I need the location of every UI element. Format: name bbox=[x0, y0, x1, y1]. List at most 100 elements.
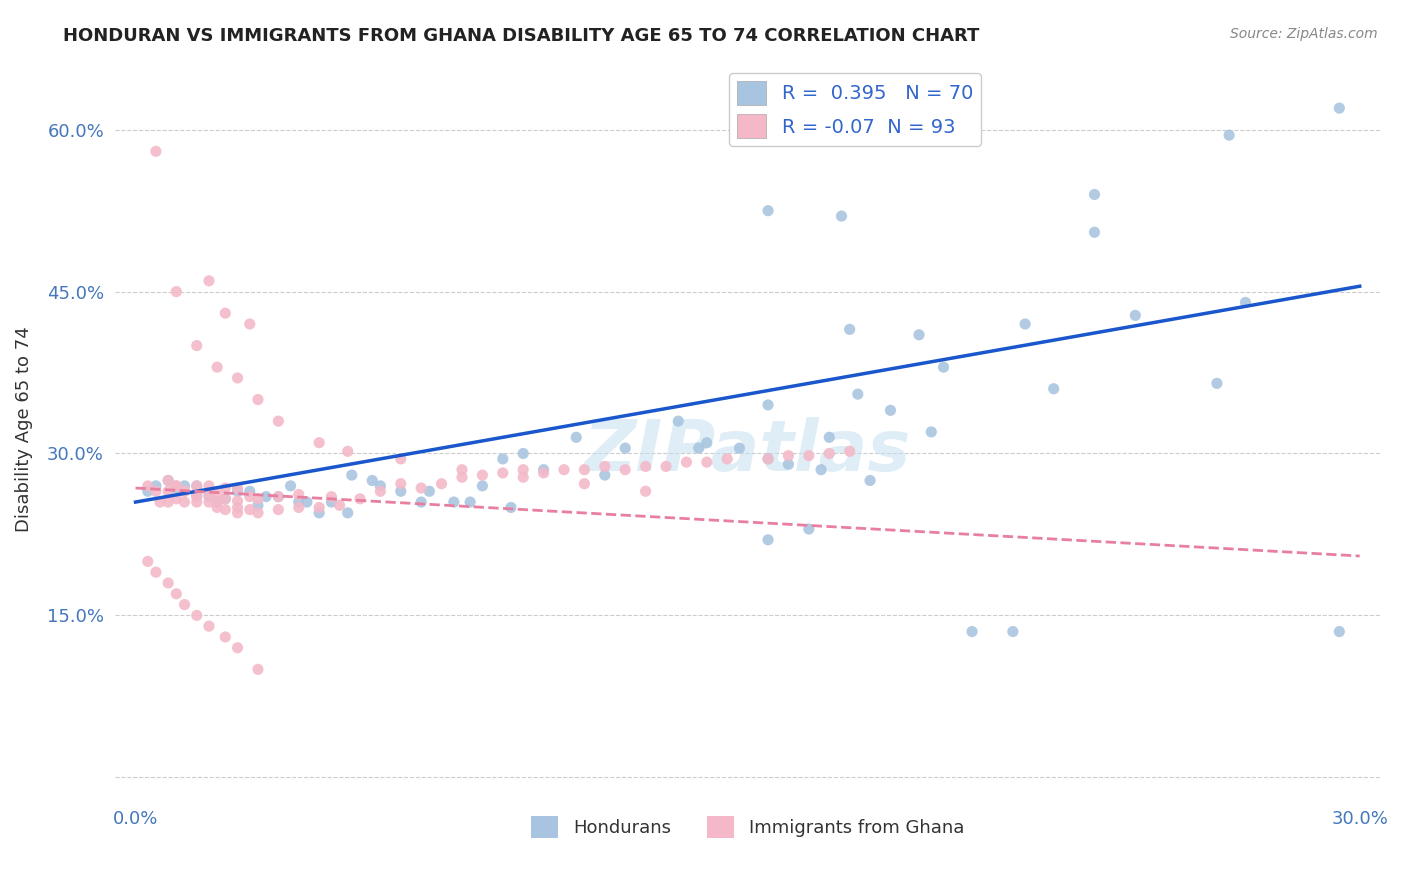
Point bbox=[329, 498, 352, 512]
Point bbox=[778, 449, 800, 463]
Point bbox=[165, 587, 187, 601]
Point bbox=[205, 495, 228, 509]
Point bbox=[136, 479, 159, 493]
Point bbox=[838, 444, 860, 458]
Point bbox=[818, 430, 841, 444]
Point bbox=[226, 640, 249, 655]
Point bbox=[336, 444, 359, 458]
Point bbox=[830, 209, 852, 223]
Point bbox=[418, 484, 440, 499]
Point bbox=[553, 463, 575, 477]
Point bbox=[336, 506, 359, 520]
Point bbox=[499, 500, 522, 515]
Point bbox=[214, 502, 236, 516]
Point bbox=[205, 500, 228, 515]
Point bbox=[838, 322, 860, 336]
Point bbox=[246, 498, 269, 512]
Point bbox=[165, 481, 187, 495]
Point bbox=[186, 490, 208, 504]
Point bbox=[451, 470, 474, 484]
Point bbox=[492, 466, 515, 480]
Point bbox=[214, 630, 236, 644]
Point bbox=[565, 430, 588, 444]
Point bbox=[778, 458, 800, 472]
Point bbox=[859, 474, 882, 488]
Point bbox=[165, 491, 187, 506]
Point bbox=[198, 495, 221, 509]
Point bbox=[756, 533, 779, 547]
Point bbox=[471, 468, 494, 483]
Point bbox=[389, 484, 412, 499]
Point bbox=[239, 317, 262, 331]
Point bbox=[226, 484, 249, 499]
Point bbox=[214, 306, 236, 320]
Point bbox=[246, 662, 269, 676]
Point bbox=[214, 481, 236, 495]
Point bbox=[165, 479, 187, 493]
Point bbox=[756, 203, 779, 218]
Point bbox=[471, 479, 494, 493]
Point bbox=[157, 495, 180, 509]
Point bbox=[818, 446, 841, 460]
Point bbox=[173, 484, 195, 499]
Point bbox=[846, 387, 869, 401]
Point bbox=[1234, 295, 1257, 310]
Point bbox=[533, 463, 555, 477]
Point bbox=[810, 463, 832, 477]
Point bbox=[157, 474, 180, 488]
Point bbox=[879, 403, 901, 417]
Legend: Hondurans, Immigrants from Ghana: Hondurans, Immigrants from Ghana bbox=[524, 809, 972, 846]
Point bbox=[198, 490, 221, 504]
Point bbox=[287, 500, 309, 515]
Point bbox=[267, 502, 290, 516]
Point bbox=[165, 479, 187, 493]
Point bbox=[226, 494, 249, 508]
Point bbox=[308, 435, 330, 450]
Point bbox=[214, 491, 236, 506]
Point bbox=[321, 490, 343, 504]
Point bbox=[157, 576, 180, 591]
Point bbox=[239, 484, 262, 499]
Point bbox=[267, 490, 290, 504]
Point bbox=[1206, 376, 1229, 391]
Point bbox=[797, 449, 820, 463]
Point bbox=[226, 500, 249, 515]
Point bbox=[239, 490, 262, 504]
Point bbox=[458, 495, 481, 509]
Point bbox=[186, 608, 208, 623]
Point bbox=[157, 484, 180, 499]
Point bbox=[614, 441, 637, 455]
Point bbox=[688, 441, 710, 455]
Point bbox=[1083, 187, 1105, 202]
Text: Source: ZipAtlas.com: Source: ZipAtlas.com bbox=[1230, 27, 1378, 41]
Point bbox=[574, 463, 596, 477]
Point bbox=[267, 414, 290, 428]
Point bbox=[389, 451, 412, 466]
Point bbox=[666, 414, 689, 428]
Point bbox=[173, 495, 195, 509]
Point bbox=[1042, 382, 1064, 396]
Point bbox=[254, 490, 277, 504]
Point bbox=[198, 487, 221, 501]
Point bbox=[1001, 624, 1024, 639]
Point bbox=[370, 479, 392, 493]
Point bbox=[157, 474, 180, 488]
Point bbox=[1083, 225, 1105, 239]
Point bbox=[1329, 101, 1351, 115]
Point bbox=[267, 490, 290, 504]
Point bbox=[512, 470, 534, 484]
Point bbox=[960, 624, 983, 639]
Point bbox=[797, 522, 820, 536]
Point bbox=[165, 285, 187, 299]
Point bbox=[186, 479, 208, 493]
Point bbox=[533, 466, 555, 480]
Point bbox=[716, 451, 738, 466]
Point bbox=[205, 487, 228, 501]
Point bbox=[186, 487, 208, 501]
Point bbox=[145, 145, 167, 159]
Point bbox=[198, 274, 221, 288]
Point bbox=[614, 463, 637, 477]
Text: HONDURAN VS IMMIGRANTS FROM GHANA DISABILITY AGE 65 TO 74 CORRELATION CHART: HONDURAN VS IMMIGRANTS FROM GHANA DISABI… bbox=[63, 27, 980, 45]
Point bbox=[198, 619, 221, 633]
Point bbox=[593, 468, 616, 483]
